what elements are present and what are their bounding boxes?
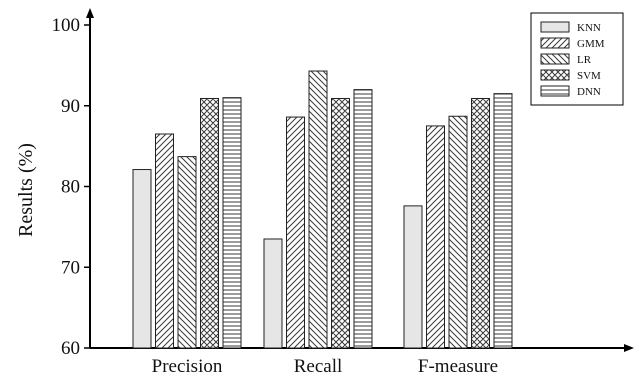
legend: KNN GMM LR SVM DNN (531, 13, 623, 105)
y-tick-label: 80 (61, 177, 80, 198)
bar-knn-precision (133, 170, 151, 348)
y-tick-label: 100 (52, 15, 81, 36)
bar-knn-recall (264, 239, 282, 348)
legend-swatch-dnn (541, 86, 569, 96)
y-tick-label: 70 (61, 257, 80, 278)
bars (133, 71, 512, 348)
bar-dnn-recall (354, 90, 372, 348)
bar-lr-f-measure (449, 116, 467, 348)
x-tick-labels: Precision Recall F-measure (152, 356, 498, 377)
bar-dnn-f-measure (494, 94, 512, 348)
bar-svm-recall (332, 98, 350, 348)
y-ticks: 60 70 80 90 100 (52, 15, 91, 359)
legend-label-svm: SVM (577, 70, 601, 82)
legend-swatch-knn (541, 22, 569, 32)
y-axis-arrow (86, 8, 94, 18)
bar-lr-precision (178, 157, 196, 348)
bar-knn-f-measure (404, 206, 422, 348)
x-tick-label: Precision (152, 356, 223, 377)
legend-label-lr: LR (577, 54, 592, 66)
y-tick-label: 90 (61, 96, 80, 117)
legend-swatch-svm (541, 70, 569, 80)
legend-swatch-gmm (541, 38, 569, 48)
bar-dnn-precision (223, 98, 241, 348)
y-tick-label: 60 (61, 338, 80, 359)
bar-gmm-f-measure (427, 126, 445, 348)
x-tick-label: F-measure (418, 356, 498, 377)
legend-swatch-lr (541, 54, 569, 64)
bar-svm-f-measure (472, 98, 490, 348)
x-tick-label: Recall (294, 356, 343, 377)
x-axis-arrow (624, 344, 634, 352)
bar-svm-precision (201, 98, 219, 348)
bar-gmm-precision (156, 134, 174, 348)
legend-label-gmm: GMM (577, 38, 605, 50)
y-axis-label: Results (%) (15, 143, 37, 237)
legend-label-dnn: DNN (577, 86, 601, 98)
bar-gmm-recall (287, 117, 305, 348)
legend-label-knn: KNN (577, 22, 601, 34)
bar-lr-recall (309, 71, 327, 348)
